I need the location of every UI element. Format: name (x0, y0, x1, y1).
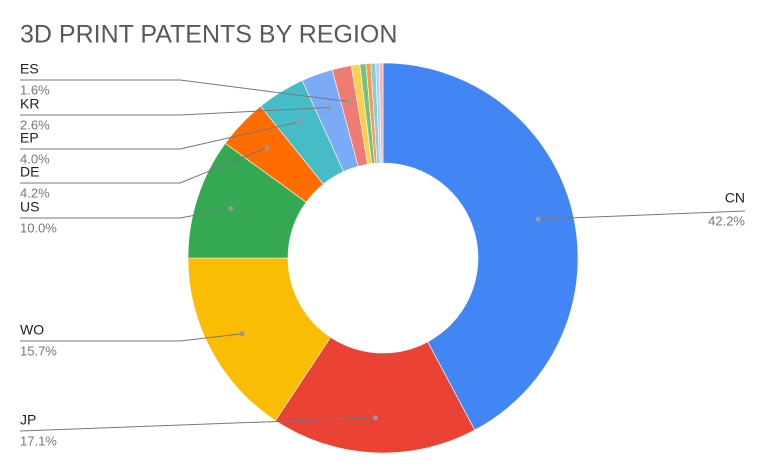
slice-value: 15.7% (20, 343, 57, 358)
leader-dot (240, 331, 245, 336)
slice-value: 17.1% (20, 433, 57, 448)
chart-title: 3D PRINT PATENTS BY REGION (20, 21, 397, 49)
slice-value: 4.2% (20, 185, 50, 200)
chart: 3D PRINT PATENTS BY REGION CN 42.2% JP 17.1… (0, 0, 768, 472)
leader-dot (536, 217, 541, 222)
slice-value: 1.6% (20, 82, 50, 97)
slice-value: 4.0% (20, 151, 50, 166)
leader-dot (373, 415, 378, 420)
leader-dot (265, 145, 270, 150)
slice-label: JP (20, 412, 36, 428)
leader-dot (228, 206, 233, 211)
slice-value: 42.2% (708, 213, 745, 228)
leader-dot (347, 99, 352, 104)
slice-label: WO (20, 322, 44, 338)
leader-dot (326, 105, 331, 110)
slice-value: 2.6% (20, 117, 50, 132)
slice-label: US (20, 199, 39, 215)
leader-dot (296, 119, 301, 124)
slice-label: CN (725, 190, 745, 206)
slice-label: ES (20, 61, 39, 77)
slice-label: KR (20, 96, 39, 112)
slice-value: 10.0% (20, 220, 57, 235)
